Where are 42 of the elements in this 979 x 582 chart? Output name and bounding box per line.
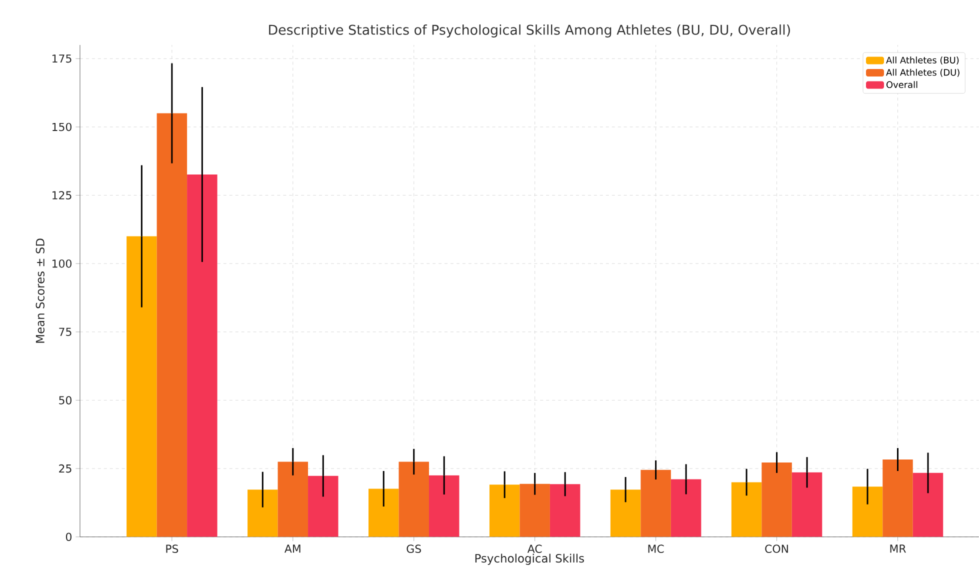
bar [489, 484, 520, 537]
bar [398, 462, 429, 537]
y-tick-label: 175 [52, 54, 72, 63]
bar [610, 490, 641, 537]
bar [640, 470, 671, 537]
x-tick-label: MR [890, 544, 906, 553]
x-tick-label: AC [527, 544, 542, 553]
bar [670, 479, 702, 537]
x-tick-label: PS [166, 544, 178, 553]
x-tick-label: CON [765, 544, 788, 553]
x-axis-title: Psychological Skills [475, 554, 584, 565]
bar [187, 174, 218, 537]
bar [762, 462, 792, 537]
bar [731, 482, 762, 537]
legend-label: Overall [886, 81, 918, 88]
bar [852, 486, 883, 537]
bar [792, 472, 822, 537]
bar [308, 476, 338, 537]
bar [278, 462, 308, 537]
bar [520, 484, 550, 537]
x-tick-label: MC [648, 544, 664, 553]
y-tick-label: 0 [66, 532, 72, 542]
bar [156, 113, 188, 537]
legend-label: All Athletes (DU) [886, 68, 960, 77]
chart-title: Descriptive Statistics of Psychological Skills Among Athletes (BU, DU, Overall) [269, 24, 790, 38]
bar [912, 472, 944, 537]
legend-label: All Athletes (BU) [886, 56, 959, 65]
bar [248, 490, 278, 537]
bar [126, 236, 157, 537]
bar [368, 488, 399, 537]
y-tick-label: 75 [59, 328, 72, 336]
x-tick-label: GS [406, 544, 421, 553]
y-tick-label: 50 [59, 396, 72, 404]
y-tick-label: 25 [59, 464, 72, 473]
y-tick-label: 150 [52, 122, 72, 132]
bar [428, 475, 460, 537]
bar [550, 484, 580, 537]
y-tick-label: 100 [52, 260, 72, 268]
bar [882, 460, 913, 537]
x-tick-label: AM [284, 544, 300, 553]
y-axis-title: Mean Scores ± SD [36, 238, 44, 343]
y-tick-label: 125 [52, 191, 72, 200]
